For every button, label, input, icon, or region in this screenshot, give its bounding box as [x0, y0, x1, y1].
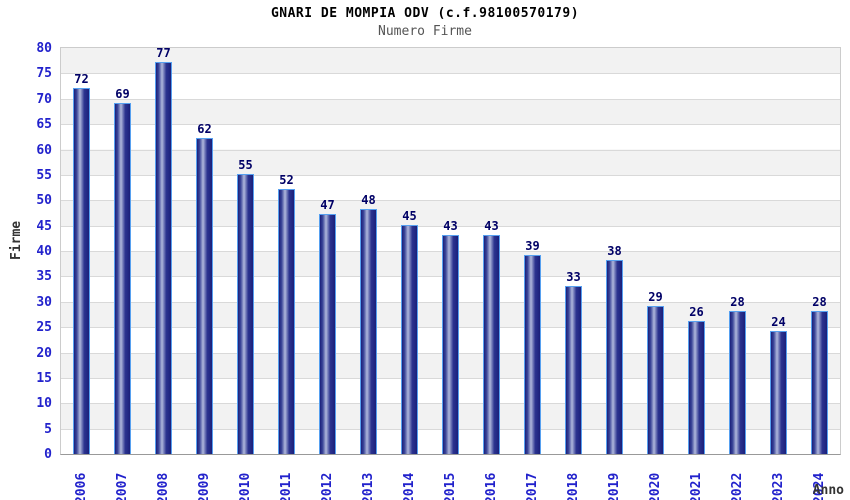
bar-value-label: 24 — [771, 315, 786, 329]
bar — [155, 62, 172, 454]
bar-value-label: 45 — [402, 209, 417, 223]
x-tick-label: 2011 — [278, 472, 294, 500]
bar — [524, 255, 541, 454]
y-tick-label: 75 — [36, 66, 52, 82]
y-tick-label: 45 — [36, 218, 52, 234]
bar — [237, 174, 254, 454]
x-tick-label: 2008 — [155, 472, 171, 500]
bar — [401, 225, 418, 454]
bar-value-label: 48 — [361, 193, 376, 207]
x-tick-label: 2017 — [524, 472, 540, 500]
bar-value-label: 26 — [689, 305, 704, 319]
bar — [729, 311, 746, 454]
bar-value-label: 52 — [279, 173, 294, 187]
x-tick-label: 2021 — [688, 472, 704, 500]
bar-value-label: 77 — [156, 46, 171, 60]
bar-value-label: 47 — [320, 198, 335, 212]
bar — [565, 286, 582, 454]
x-tick-label: 2006 — [73, 472, 89, 500]
bar — [319, 214, 336, 454]
bar — [442, 235, 459, 454]
x-tick-label: 2023 — [770, 472, 786, 500]
bar-value-label: 72 — [74, 72, 89, 86]
bar-value-label: 33 — [566, 270, 581, 284]
gridline — [61, 174, 840, 176]
x-tick-label: 2014 — [401, 472, 417, 500]
y-tick-label: 35 — [36, 269, 52, 285]
y-tick-label: 25 — [36, 320, 52, 336]
bar-value-label: 62 — [197, 122, 212, 136]
y-tick-label: 60 — [36, 142, 52, 158]
chart-title: GNARI DE MOMPIA ODV (c.f.98100570179) — [270, 6, 580, 21]
x-tick-label: 2012 — [319, 472, 335, 500]
x-tick-label: 2022 — [729, 472, 745, 500]
x-axis-title: Anno — [812, 483, 844, 498]
bar — [114, 103, 131, 454]
x-tick-label: 2015 — [442, 472, 458, 500]
bar-value-label: 39 — [525, 239, 540, 253]
y-tick-label: 70 — [36, 91, 52, 107]
x-tick-label: 2019 — [606, 472, 622, 500]
gridline — [61, 149, 840, 151]
bar — [278, 189, 295, 454]
y-tick-label: 10 — [36, 396, 52, 412]
bar-value-label: 55 — [238, 158, 253, 172]
x-tick-label: 2007 — [114, 472, 130, 500]
bar-value-label: 28 — [812, 295, 827, 309]
bar — [770, 331, 787, 454]
gridline — [61, 98, 840, 100]
y-tick-label: 5 — [44, 421, 52, 437]
bar-value-label: 69 — [115, 87, 130, 101]
bar — [360, 209, 377, 454]
gridline — [61, 124, 840, 126]
y-tick-label: 0 — [44, 447, 52, 462]
x-tick-label: 2016 — [483, 472, 499, 500]
gridline — [61, 225, 840, 227]
y-tick-label: 40 — [36, 244, 52, 259]
bar — [73, 88, 90, 454]
y-tick-label: 65 — [36, 117, 52, 133]
x-tick-label: 2013 — [360, 472, 376, 500]
bar-value-label: 29 — [648, 290, 663, 304]
y-tick-label: 30 — [36, 294, 52, 310]
chart-subtitle: Numero Firme — [378, 24, 472, 39]
x-tick-label: 2010 — [237, 472, 253, 500]
y-tick-label: 55 — [36, 167, 52, 183]
bar-value-label: 43 — [443, 219, 458, 233]
x-tick-label: 2009 — [196, 472, 212, 500]
bar — [647, 306, 664, 454]
bar-value-label: 28 — [730, 295, 745, 309]
plot-area: 72 69 77 62 55 52 47 48 45 43 43 39 33 38 29 26 28 24 28 — [60, 47, 841, 455]
y-tick-label: 50 — [36, 193, 52, 209]
y-tick-label: 15 — [36, 370, 52, 386]
gridline — [61, 200, 840, 202]
bar-value-label: 43 — [484, 219, 499, 233]
bar — [606, 260, 623, 454]
bar — [688, 321, 705, 454]
bar — [483, 235, 500, 454]
y-tick-label: 20 — [36, 345, 52, 361]
bar — [196, 138, 213, 454]
gridline — [61, 73, 840, 75]
x-tick-label: 2018 — [565, 472, 581, 500]
x-tick-label: 2020 — [647, 472, 663, 500]
bar-value-label: 38 — [607, 244, 622, 258]
y-tick-label: 80 — [36, 41, 52, 56]
bar — [811, 311, 828, 454]
